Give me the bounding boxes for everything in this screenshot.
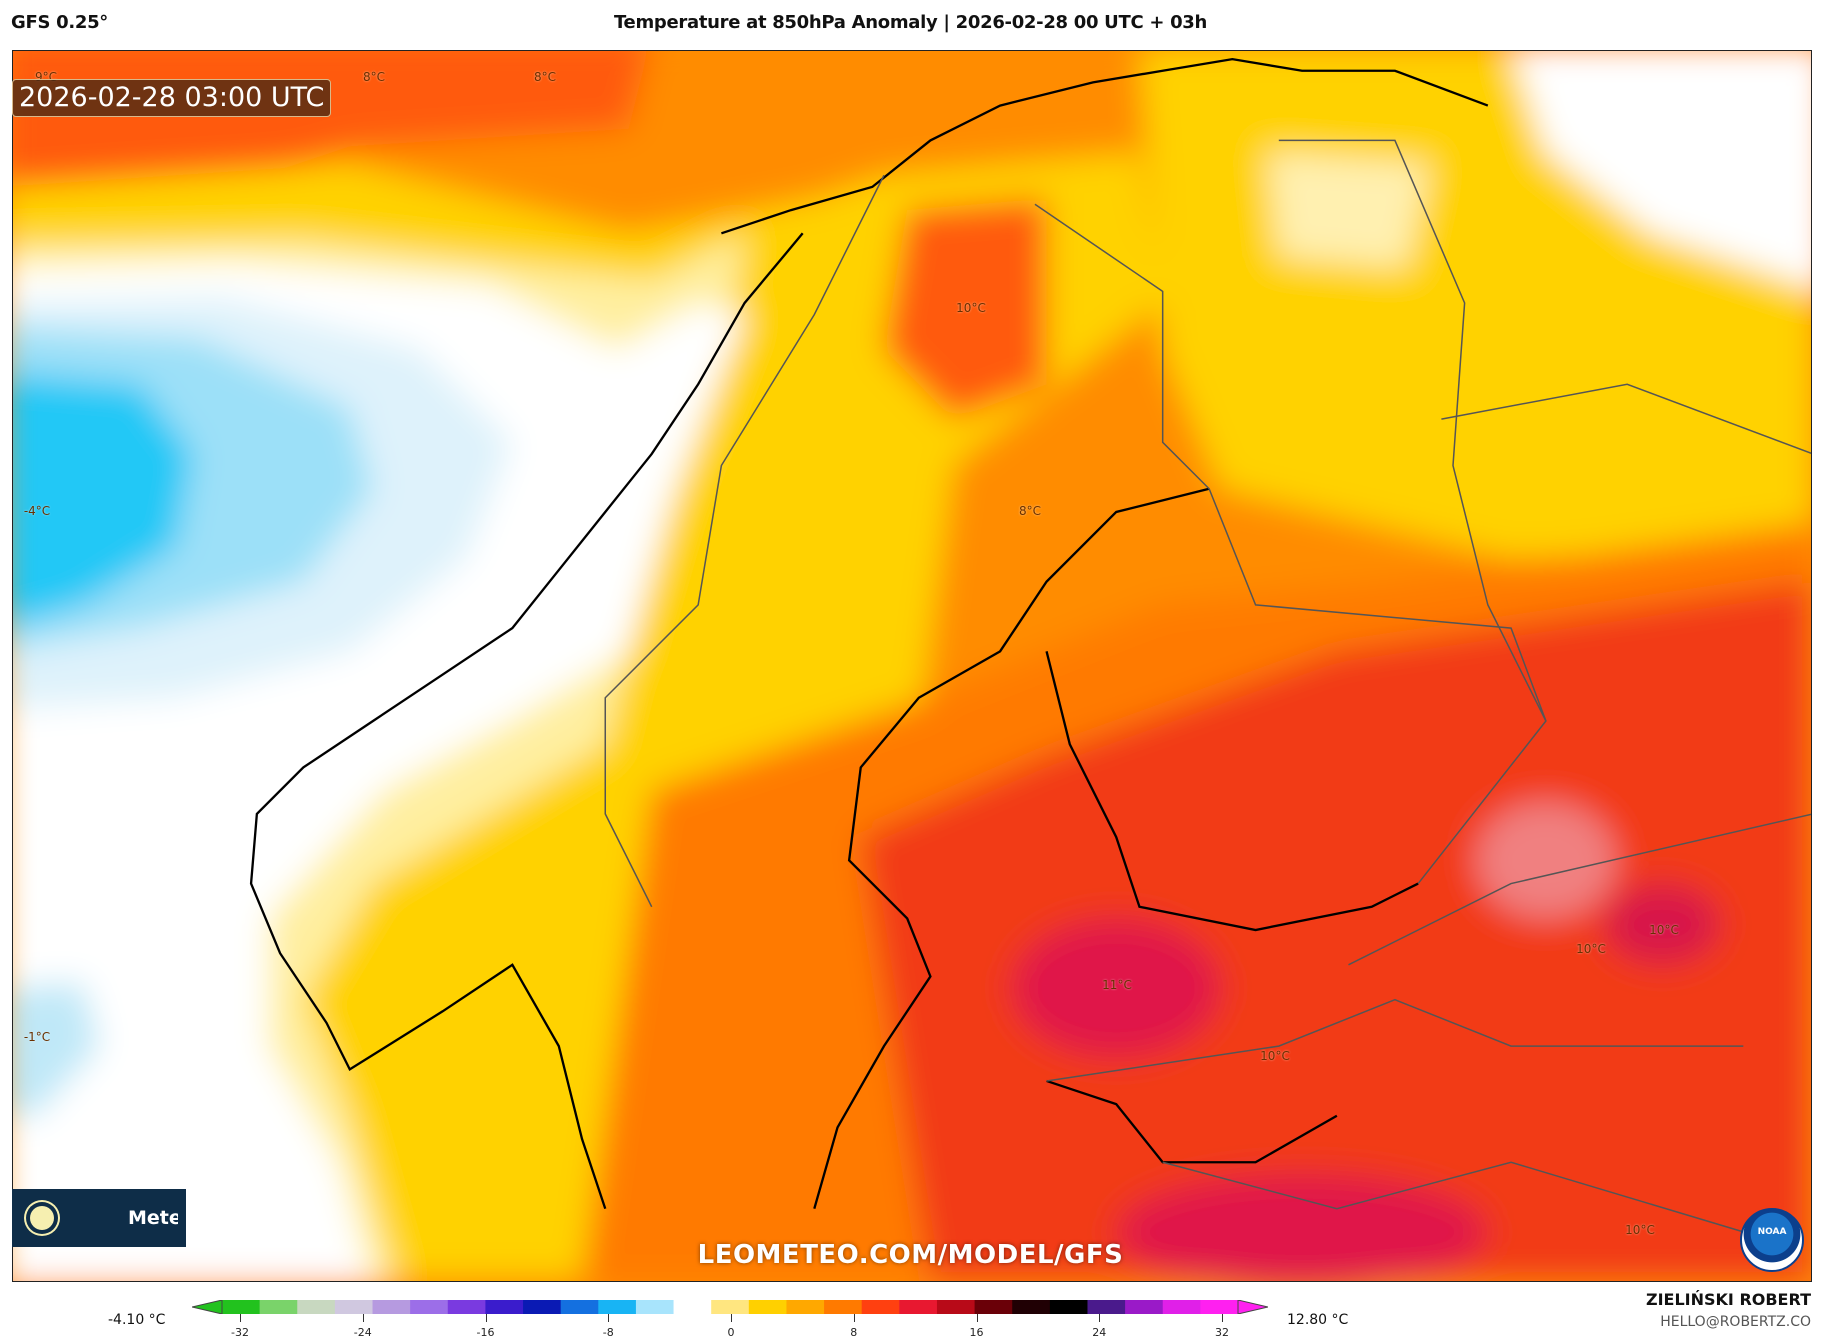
colorbar-swatch bbox=[485, 1300, 524, 1314]
colorbar-swatch bbox=[824, 1300, 863, 1314]
contour-label: 8°C bbox=[362, 70, 386, 84]
colorbar-tick bbox=[608, 1314, 610, 1322]
contour-label: 11°C bbox=[1102, 978, 1132, 992]
colorbar-tick bbox=[1099, 1314, 1101, 1322]
colorbar-tick bbox=[731, 1314, 732, 1322]
colorbar-tick-label: 24 bbox=[1092, 1326, 1107, 1339]
colorbar-swatch bbox=[297, 1300, 336, 1314]
colorbar-tick bbox=[853, 1314, 855, 1322]
contour-label: 8°C bbox=[1018, 504, 1042, 518]
colorbar-min-label: -4.10 °C bbox=[108, 1312, 166, 1328]
colorbar-max-arrow bbox=[1237, 1300, 1268, 1314]
contour-label: 10°C bbox=[956, 301, 986, 315]
colorbar-tick-label: -8 bbox=[602, 1326, 614, 1339]
colorbar-swatch bbox=[936, 1300, 976, 1314]
colorbar-swatch bbox=[1162, 1300, 1201, 1314]
colorbar-tick bbox=[976, 1314, 978, 1322]
contour-label: -4°C bbox=[23, 504, 51, 518]
colorbar-swatch bbox=[259, 1300, 298, 1314]
colorbar-tick-label: 8 bbox=[850, 1326, 858, 1339]
colorbar-swatch bbox=[447, 1300, 486, 1314]
contour-label: 10°C bbox=[1649, 923, 1679, 937]
colorbar-tick-label: -24 bbox=[353, 1326, 372, 1339]
colorbar-swatch bbox=[1125, 1300, 1164, 1314]
brand-logo-text: Meteo bbox=[128, 1207, 178, 1229]
colorbar-swatch bbox=[1087, 1300, 1126, 1314]
colorbar-swatch bbox=[1012, 1300, 1051, 1314]
colorbar-min-arrow bbox=[192, 1300, 223, 1314]
map-title: Temperature at 850hPa Anomaly | 2026-02-… bbox=[613, 12, 1208, 33]
map-field bbox=[13, 51, 1811, 1281]
contour-label: 10°C bbox=[1576, 942, 1606, 956]
colorbar-tick bbox=[362, 1314, 364, 1322]
colorbar-swatch bbox=[974, 1300, 1013, 1314]
colorbar-swatch bbox=[598, 1300, 637, 1314]
colorbar-tick-label: 0 bbox=[727, 1326, 735, 1339]
colorbar-swatch bbox=[673, 1300, 712, 1314]
temperature-anomaly-map[interactable] bbox=[12, 50, 1812, 1282]
colorbar-tick-label: -32 bbox=[231, 1326, 249, 1339]
colorbar-swatch bbox=[786, 1300, 825, 1314]
colorbar-swatch bbox=[560, 1300, 599, 1314]
colorbar-swatch bbox=[861, 1300, 900, 1314]
colorbar-swatch bbox=[899, 1300, 938, 1314]
contour-label: 10°C bbox=[1625, 1223, 1655, 1237]
colorbar-swatch bbox=[711, 1300, 750, 1314]
colorbar-swatch bbox=[748, 1300, 787, 1314]
author-name: ZIELIŃSKI ROBERT bbox=[1645, 1290, 1811, 1309]
colorbar-swatch bbox=[410, 1300, 449, 1314]
brand-logo[interactable]: Meteo bbox=[12, 1189, 186, 1247]
colorbar-swatch bbox=[372, 1300, 411, 1314]
colorbar-tick-label: 32 bbox=[1215, 1326, 1229, 1339]
model-label: GFS 0.25° bbox=[11, 12, 109, 33]
noaa-logo-icon: NOAA bbox=[1740, 1208, 1804, 1272]
colorbar-swatch bbox=[222, 1300, 261, 1314]
contour-label: 8°C bbox=[533, 70, 557, 84]
colorbar-tick-label: -16 bbox=[476, 1326, 495, 1339]
coastlines bbox=[249, 57, 1489, 1210]
colorbar-swatch bbox=[334, 1300, 374, 1314]
colorbar-max-label: 12.80 °C bbox=[1287, 1312, 1349, 1328]
watermark: LEOMETEO.COM/MODEL/GFS bbox=[697, 1240, 1124, 1270]
colorbar-tick bbox=[240, 1314, 241, 1322]
colorbar-tick bbox=[485, 1314, 487, 1322]
contour-label: -1°C bbox=[23, 1030, 51, 1044]
colorbar-tick bbox=[1222, 1314, 1223, 1322]
colorbar-swatch bbox=[1049, 1300, 1088, 1314]
borders bbox=[604, 139, 1811, 1233]
colorbar-swatch bbox=[635, 1300, 675, 1314]
author-email[interactable]: HELLO@ROBERTZ.CO bbox=[1660, 1314, 1811, 1330]
valid-time-badge: 2026-02-28 03:00 UTC bbox=[12, 79, 332, 117]
colorbar-swatch bbox=[1200, 1300, 1239, 1314]
colorbar-swatch bbox=[523, 1300, 562, 1314]
colorbar-tick-label: 16 bbox=[969, 1326, 984, 1339]
colorbar bbox=[192, 1300, 1268, 1314]
sun-icon bbox=[30, 1206, 54, 1230]
contour-label: 10°C bbox=[1260, 1049, 1290, 1063]
